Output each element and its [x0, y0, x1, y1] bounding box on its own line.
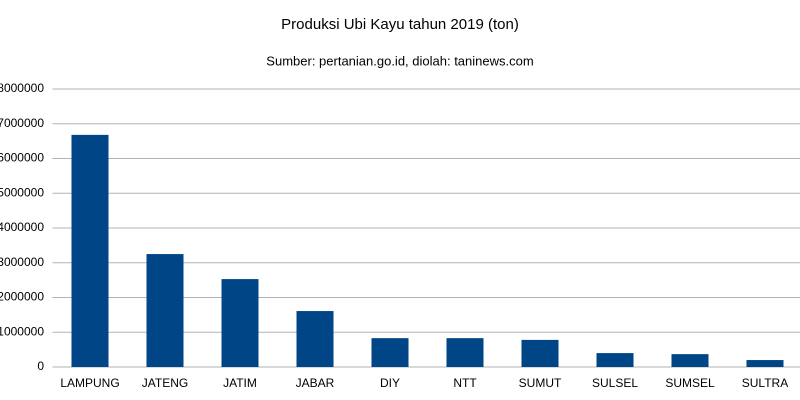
y-tick-label: 7000000	[0, 116, 44, 130]
y-tick-label: 6000000	[0, 151, 44, 165]
y-tick-label: 4000000	[0, 220, 44, 234]
bar	[221, 279, 259, 367]
x-tick-label: JATIM	[223, 376, 257, 390]
x-tick-label: SULSEL	[592, 376, 638, 390]
bar	[296, 311, 334, 367]
bar	[596, 353, 634, 367]
x-tick-label: LAMPUNG	[60, 376, 119, 390]
y-tick-label: 8000000	[0, 81, 44, 95]
x-tick-label: DIY	[380, 376, 400, 390]
bar	[746, 360, 784, 367]
y-tick-label: 1000000	[0, 324, 44, 338]
chart-title: Produksi Ubi Kayu tahun 2019 (ton)	[281, 16, 519, 33]
x-tick-label: JATENG	[142, 376, 188, 390]
bar	[521, 339, 559, 367]
chart-subtitle: Sumber: pertanian.go.id, diolah: taninew…	[266, 53, 533, 68]
x-tick-label: NTT	[453, 376, 477, 390]
bar	[371, 338, 409, 367]
bar	[446, 338, 484, 367]
bar	[71, 134, 109, 367]
bar	[146, 254, 184, 367]
y-tick-label: 0	[37, 359, 44, 373]
y-tick-label: 2000000	[0, 290, 44, 304]
x-tick-label: SULTRA	[742, 376, 788, 390]
y-tick-label: 5000000	[0, 185, 44, 199]
y-tick-label: 3000000	[0, 255, 44, 269]
x-tick-label: SUMUT	[519, 376, 562, 390]
x-tick-label: JABAR	[296, 376, 335, 390]
bar	[671, 354, 709, 367]
x-tick-label: SUMSEL	[665, 376, 715, 390]
